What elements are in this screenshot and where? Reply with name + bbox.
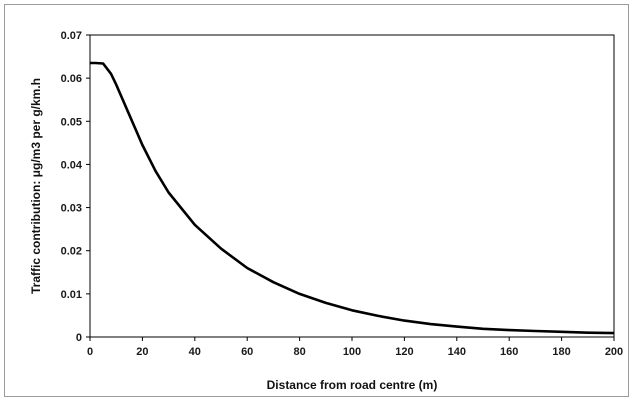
x-tick-label: 20 <box>136 346 148 358</box>
x-tick-label: 140 <box>448 346 466 358</box>
x-tick-label: 120 <box>395 346 413 358</box>
x-tick-label: 60 <box>241 346 253 358</box>
x-axis-label: Distance from road centre (m) <box>267 378 438 392</box>
y-tick-label: 0.03 <box>61 203 82 215</box>
x-tick-label: 80 <box>293 346 305 358</box>
x-tick-label: 160 <box>500 346 518 358</box>
y-axis-label: Traffic contribution: μg/m3 per g/km.h <box>29 78 43 294</box>
y-axis: 0 0.01 0.02 0.03 0.04 0.05 0.06 0.07 <box>61 30 90 344</box>
x-tick-label: 0 <box>87 346 93 358</box>
y-tick-label: 0.04 <box>61 159 83 171</box>
y-tick-label: 0.05 <box>61 116 82 128</box>
x-tick-label: 200 <box>605 346 623 358</box>
plot-area <box>89 34 615 338</box>
x-tick-label: 180 <box>552 346 570 358</box>
series-line <box>90 61 615 335</box>
y-tick-label: 0.01 <box>61 289 82 301</box>
x-axis: 0 20 40 60 80 100 120 140 160 180 200 <box>87 337 623 358</box>
y-tick-label: 0.02 <box>61 246 82 258</box>
y-tick-label: 0.06 <box>61 73 82 85</box>
y-tick-label: 0 <box>76 332 82 344</box>
x-tick-label: 100 <box>343 346 361 358</box>
x-tick-label: 40 <box>189 346 201 358</box>
y-tick-label: 0.07 <box>61 30 82 42</box>
